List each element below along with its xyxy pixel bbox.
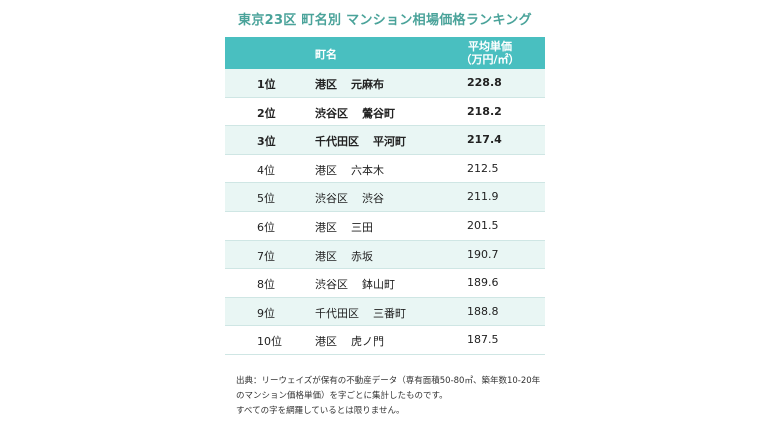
town-name: 三番町 [373, 306, 406, 320]
town-name: 鉢山町 [362, 278, 395, 292]
table-row: 9位 千代田区 三番町 188.8 [225, 297, 545, 327]
table-row: 8位 渋谷区 鉢山町 189.6 [225, 269, 545, 298]
rank-cell: 9位 [257, 306, 275, 320]
town-name: 六本木 [351, 163, 384, 177]
town-name: 鶯谷町 [362, 106, 395, 120]
source-note-line1: 出典：リーウェイズが保有の不動産データ（専有面積50-80㎡、築年数10-20年 [236, 376, 541, 386]
rank-cell: 3位 [257, 135, 276, 149]
header-price-line2: （万円/㎡） [460, 53, 520, 66]
rank-cell: 7位 [257, 249, 275, 263]
table-row: 1位 港区 元麻布 228.8 [225, 69, 545, 98]
town-name-cell: 渋谷区 渋谷 [315, 190, 384, 206]
price-cell: 212.5 [467, 161, 499, 175]
town-name: 赤坂 [351, 249, 373, 263]
ward-name: 港区 [315, 78, 337, 91]
rank-cell: 6位 [257, 220, 275, 234]
source-note-line3: すべての字を網羅しているとは限りません。 [236, 406, 405, 416]
source-note: 出典：リーウェイズが保有の不動産データ（専有面積50-80㎡、築年数10-20年… [236, 374, 540, 419]
price-cell: 201.5 [467, 218, 499, 232]
table-row: 6位 港区 三田 201.5 [225, 212, 545, 241]
table-row: 3位 千代田区 平河町 217.4 [225, 126, 545, 155]
town-name-cell: 港区 虎ノ門 [315, 333, 384, 349]
page-title: 東京23区 町名別 マンション相場価格ランキング [238, 13, 532, 28]
ward-name: 千代田区 [315, 135, 359, 149]
ward-name: 港区 [315, 163, 337, 177]
table-header: 町名 平均単価 （万円/㎡） [225, 37, 545, 69]
town-name: 渋谷 [362, 192, 384, 206]
town-name-cell: 千代田区 三番町 [315, 305, 406, 321]
town-name-cell: 港区 三田 [315, 219, 373, 235]
rank-cell: 8位 [257, 278, 275, 292]
price-cell: 211.9 [467, 190, 499, 204]
town-name: 平河町 [373, 135, 406, 149]
rank-cell: 2位 [257, 106, 276, 120]
price-cell: 187.5 [467, 333, 499, 347]
ward-name: 渋谷区 [315, 106, 348, 120]
price-cell: 190.7 [467, 247, 499, 261]
rank-cell: 5位 [257, 192, 275, 206]
price-cell: 217.4 [467, 133, 502, 147]
table-body: 1位 港区 元麻布 228.8 2位 渋谷区 鶯谷町 218.2 3位 千代田区 平河町 217.4 4… [225, 69, 545, 355]
ward-name: 港区 [315, 335, 337, 349]
source-note-line2: のマンション価格単価）を字ごとに集計したものです。 [236, 391, 448, 401]
ward-name: 渋谷区 [315, 192, 348, 206]
town-name-cell: 渋谷区 鉢山町 [315, 276, 395, 292]
rank-cell: 1位 [257, 78, 276, 91]
table-row: 7位 港区 赤坂 190.7 [225, 240, 545, 270]
town-name-cell: 港区 赤坂 [315, 248, 373, 264]
town-name-cell: 港区 六本木 [315, 162, 384, 178]
town-name: 虎ノ門 [351, 335, 384, 349]
price-cell: 228.8 [467, 76, 502, 89]
town-name-cell: 千代田区 平河町 [315, 133, 406, 149]
table-row: 2位 渋谷区 鶯谷町 218.2 [225, 98, 545, 127]
town-name: 元麻布 [351, 78, 384, 91]
town-name: 三田 [351, 220, 373, 234]
price-cell: 189.6 [467, 276, 499, 290]
ward-name: 渋谷区 [315, 278, 348, 292]
table-row: 5位 渋谷区 渋谷 211.9 [225, 183, 545, 212]
price-cell: 218.2 [467, 104, 502, 118]
ward-name: 港区 [315, 249, 337, 263]
rank-cell: 10位 [257, 335, 282, 349]
ward-name: 千代田区 [315, 306, 359, 320]
header-town-name: 町名 [315, 48, 337, 61]
ward-name: 港区 [315, 220, 337, 234]
table-row: 4位 港区 六本木 212.5 [225, 155, 545, 184]
town-name-cell: 渋谷区 鶯谷町 [315, 105, 395, 121]
rank-cell: 4位 [257, 163, 275, 177]
header-price: 平均単価 （万円/㎡） [450, 40, 530, 66]
header-price-line1: 平均単価 [468, 40, 512, 53]
town-name-cell: 港区 元麻布 [315, 76, 384, 92]
ranking-table: 町名 平均単価 （万円/㎡） 1位 港区 元麻布 228.8 2位 渋谷区 鶯谷町 218.2… [225, 37, 545, 355]
price-cell: 188.8 [467, 304, 499, 318]
table-row: 10位 港区 虎ノ門 187.5 [225, 326, 545, 355]
